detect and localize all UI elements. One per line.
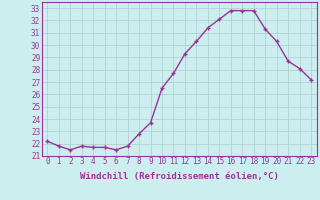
X-axis label: Windchill (Refroidissement éolien,°C): Windchill (Refroidissement éolien,°C) xyxy=(80,172,279,181)
